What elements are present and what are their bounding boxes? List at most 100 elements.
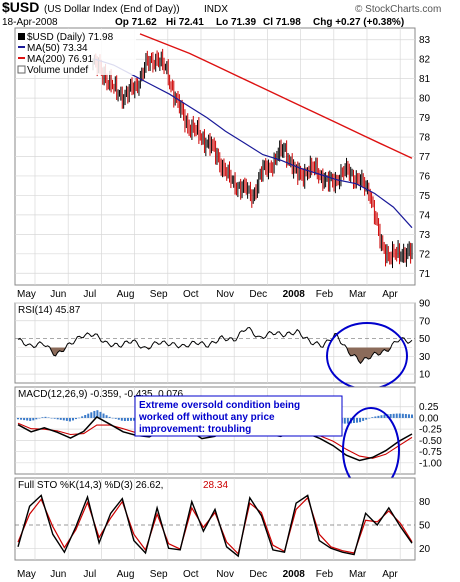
y-tick-label: 74	[419, 210, 431, 221]
y-tick-label: 71	[419, 269, 431, 280]
macd-histogram-bar	[120, 417, 123, 421]
macd-histogram-bar	[395, 413, 398, 418]
x-tick-label: Oct	[183, 569, 199, 580]
y-tick-label: 81	[419, 74, 431, 85]
y-tick-label: 80	[419, 497, 431, 508]
watermark: © StockCharts.com	[355, 4, 441, 15]
macd-histogram-bar	[71, 417, 74, 421]
annotation-box	[134, 395, 343, 437]
y-tick-label: 0.25	[419, 402, 439, 413]
x-tick-label: Dec	[249, 569, 267, 580]
rsi-y-axis: 10 30 50 70 90	[419, 299, 431, 381]
macd-histogram-bar	[371, 417, 374, 418]
y-tick-label: 90	[419, 299, 431, 310]
price-bars	[92, 48, 413, 269]
y-tick-label: 50	[419, 334, 431, 345]
price-legend-label: $USD (Daily) 71.98	[27, 32, 114, 43]
macd-histogram-bar	[392, 413, 395, 418]
volume-legend-label: Volume undef	[27, 65, 88, 76]
macd-histogram-bar	[99, 411, 102, 418]
macd-histogram-bar	[362, 417, 365, 421]
x-tick-label: Mar	[349, 569, 367, 580]
ma50-legend-label: MA(50) 73.34	[27, 43, 88, 54]
ma50-line	[94, 58, 413, 229]
macd-y-axis: 0.250.00-0.25-0.50-0.75-1.00	[419, 402, 442, 469]
macd-histogram-bar	[389, 414, 392, 418]
y-tick-label: 77	[419, 152, 431, 163]
y-tick-label: -0.25	[419, 425, 442, 436]
y-tick-label: 73	[419, 230, 431, 241]
macd-label: MACD(12,26,9) -0.359, -0.435, 0.076	[18, 389, 184, 400]
macd-histogram-bar	[38, 417, 41, 419]
y-tick-label: 20	[419, 544, 431, 555]
macd-histogram-bar	[383, 414, 386, 418]
stochastic-d-value: 28.34	[203, 480, 228, 491]
rsi-label: RSI(14) 45.87	[18, 305, 81, 316]
macd-histogram-bar	[62, 417, 65, 421]
macd-histogram-bar	[53, 417, 56, 419]
x-tick-label: Apr	[382, 569, 398, 580]
y-tick-label: 72	[419, 249, 431, 260]
macd-histogram-bar	[87, 413, 90, 418]
x-tick-label: 2008	[283, 289, 306, 300]
annotation-line-3: improvement: troubling	[139, 424, 251, 435]
symbol-title: $USD	[2, 0, 39, 15]
rsi-line	[17, 326, 413, 365]
macd-histogram-bar	[65, 417, 68, 421]
macd-histogram-bar	[32, 417, 35, 421]
macd-histogram-bar	[130, 417, 133, 421]
stochastic-y-axis: 20 50 80	[419, 497, 431, 555]
y-tick-label: -0.75	[419, 447, 442, 458]
stochastic-label: Full STO %K(14,3) %D(3) 26.62,	[18, 480, 163, 491]
price-grid	[15, 28, 415, 285]
macd-histogram-bar	[108, 416, 111, 418]
price-legend-swatch	[18, 33, 25, 40]
x-tick-label: Apr	[382, 289, 398, 300]
macd-histogram-bar	[126, 417, 129, 421]
x-tick-label: 2008	[283, 569, 306, 580]
macd-histogram-bar	[356, 417, 359, 423]
macd-panel: 0.250.00-0.25-0.50-0.75-1.00 MACD(12,26,…	[14, 386, 442, 493]
x-tick-label: Sep	[150, 569, 168, 580]
macd-histogram-bar	[401, 413, 404, 418]
y-tick-label: 76	[419, 171, 431, 182]
macd-histogram-bar	[75, 417, 78, 420]
y-tick-label: 80	[419, 94, 431, 105]
ma200-legend-label: MA(200) 76.91	[27, 54, 94, 65]
x-tick-label: Jul	[83, 289, 96, 300]
y-tick-label: 10	[419, 370, 431, 381]
x-tick-label: Jun	[50, 569, 66, 580]
price-legend-bg	[16, 29, 136, 75]
macd-histogram-bar	[93, 410, 96, 418]
rsi-oversold-fill	[18, 347, 412, 364]
macd-histogram-bar	[20, 417, 23, 420]
macd-histogram-bar	[44, 416, 47, 418]
x-tick-label: Oct	[183, 289, 199, 300]
rsi-panel: 10 30 50 70 90 RSI(14) 45.87	[14, 299, 431, 390]
macd-histogram-bar	[29, 417, 32, 421]
macd-histogram-bar	[133, 417, 136, 421]
macd-histogram-bar	[404, 414, 407, 418]
y-tick-label: 0.00	[419, 413, 439, 424]
y-tick-label: 70	[419, 316, 431, 327]
macd-histogram-bar	[398, 413, 401, 418]
macd-histogram-bar	[26, 417, 29, 421]
macd-histogram-bar	[380, 415, 383, 418]
macd-histogram-bar	[81, 416, 84, 418]
macd-histogram-bar	[96, 410, 99, 418]
macd-histogram-bar	[407, 414, 410, 418]
volume-legend-swatch	[17, 65, 26, 74]
y-tick-label: 83	[419, 35, 431, 46]
macd-histogram-bar	[102, 413, 105, 418]
price-panel: 71 72 73 74 75 76 77 78 79 80 81 82 83 $USD (Daily) …	[14, 27, 431, 286]
x-tick-label: Nov	[216, 569, 234, 580]
rsi-grid	[15, 302, 415, 383]
quote-close: Cl 71.98	[263, 17, 301, 28]
macd-histogram-bar	[84, 415, 87, 418]
macd-histogram-bar	[352, 417, 355, 423]
macd-histogram-bar	[23, 417, 26, 421]
quote-high: Hi 72.41	[166, 17, 204, 28]
macd-histogram-bar	[117, 417, 120, 420]
y-tick-label: 75	[419, 191, 431, 202]
